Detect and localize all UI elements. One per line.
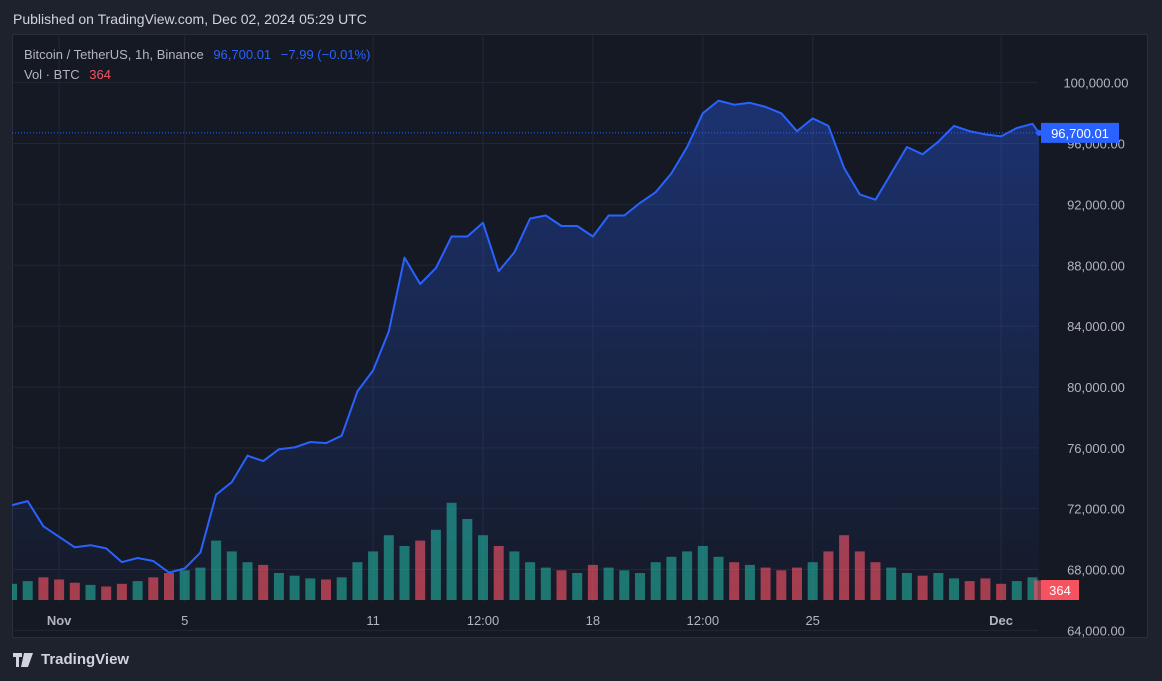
x-tick-label: Nov (47, 613, 72, 628)
symbol-label[interactable]: Bitcoin / TetherUS, 1h, Binance (24, 47, 204, 62)
footer: TradingView (13, 651, 129, 668)
tradingview-logo-icon (13, 652, 33, 667)
x-tick-label: 11 (366, 613, 380, 628)
last-price-dot (1036, 129, 1043, 136)
brand-name[interactable]: TradingView (41, 651, 130, 668)
y-tick-label: 64,000.00 (1067, 623, 1125, 638)
last-price-badge-label: 96,700.01 (1051, 126, 1109, 141)
y-tick-label: 76,000.00 (1067, 441, 1125, 456)
x-tick-label: 25 (805, 613, 819, 628)
volume-bar (1034, 580, 1045, 600)
y-tick-label: 100,000.00 (1063, 76, 1128, 91)
published-caption: Published on TradingView.com, Dec 02, 20… (13, 11, 367, 27)
x-tick-label: 18 (586, 613, 600, 628)
symbol-row: Bitcoin / TetherUS, 1h, Binance 96,700.0… (24, 45, 370, 65)
price-change: −7.99 (−0.01%) (280, 47, 371, 62)
x-tick-label: 12:00 (687, 613, 720, 628)
price-line (12, 99, 1040, 574)
y-tick-label: 68,000.00 (1067, 563, 1125, 578)
last-volume-badge-label: 364 (1049, 583, 1071, 598)
y-tick-label: 88,000.00 (1067, 258, 1125, 273)
volume-row: Vol · BTC 364 (24, 65, 370, 85)
last-volume-badge (1041, 580, 1079, 600)
price-area (12, 100, 1040, 600)
x-tick-label: Dec (989, 613, 1013, 628)
volume-label[interactable]: Vol · BTC (24, 67, 80, 82)
y-tick-label: 84,000.00 (1067, 319, 1125, 334)
x-tick-label: 12:00 (467, 613, 500, 628)
last-price-badge (1041, 122, 1119, 143)
y-tick-label: 72,000.00 (1067, 502, 1125, 517)
last-price: 96,700.01 (213, 47, 272, 62)
price-chart[interactable]: 100,000.0096,000.0092,000.0088,000.0084,… (12, 34, 1148, 638)
chart-legend: Bitcoin / TetherUS, 1h, Binance 96,700.0… (24, 45, 370, 85)
volume-value: 364 (89, 67, 111, 82)
x-tick-label: 5 (181, 613, 188, 628)
y-tick-label: 92,000.00 (1067, 197, 1125, 212)
y-tick-label: 80,000.00 (1067, 380, 1125, 395)
